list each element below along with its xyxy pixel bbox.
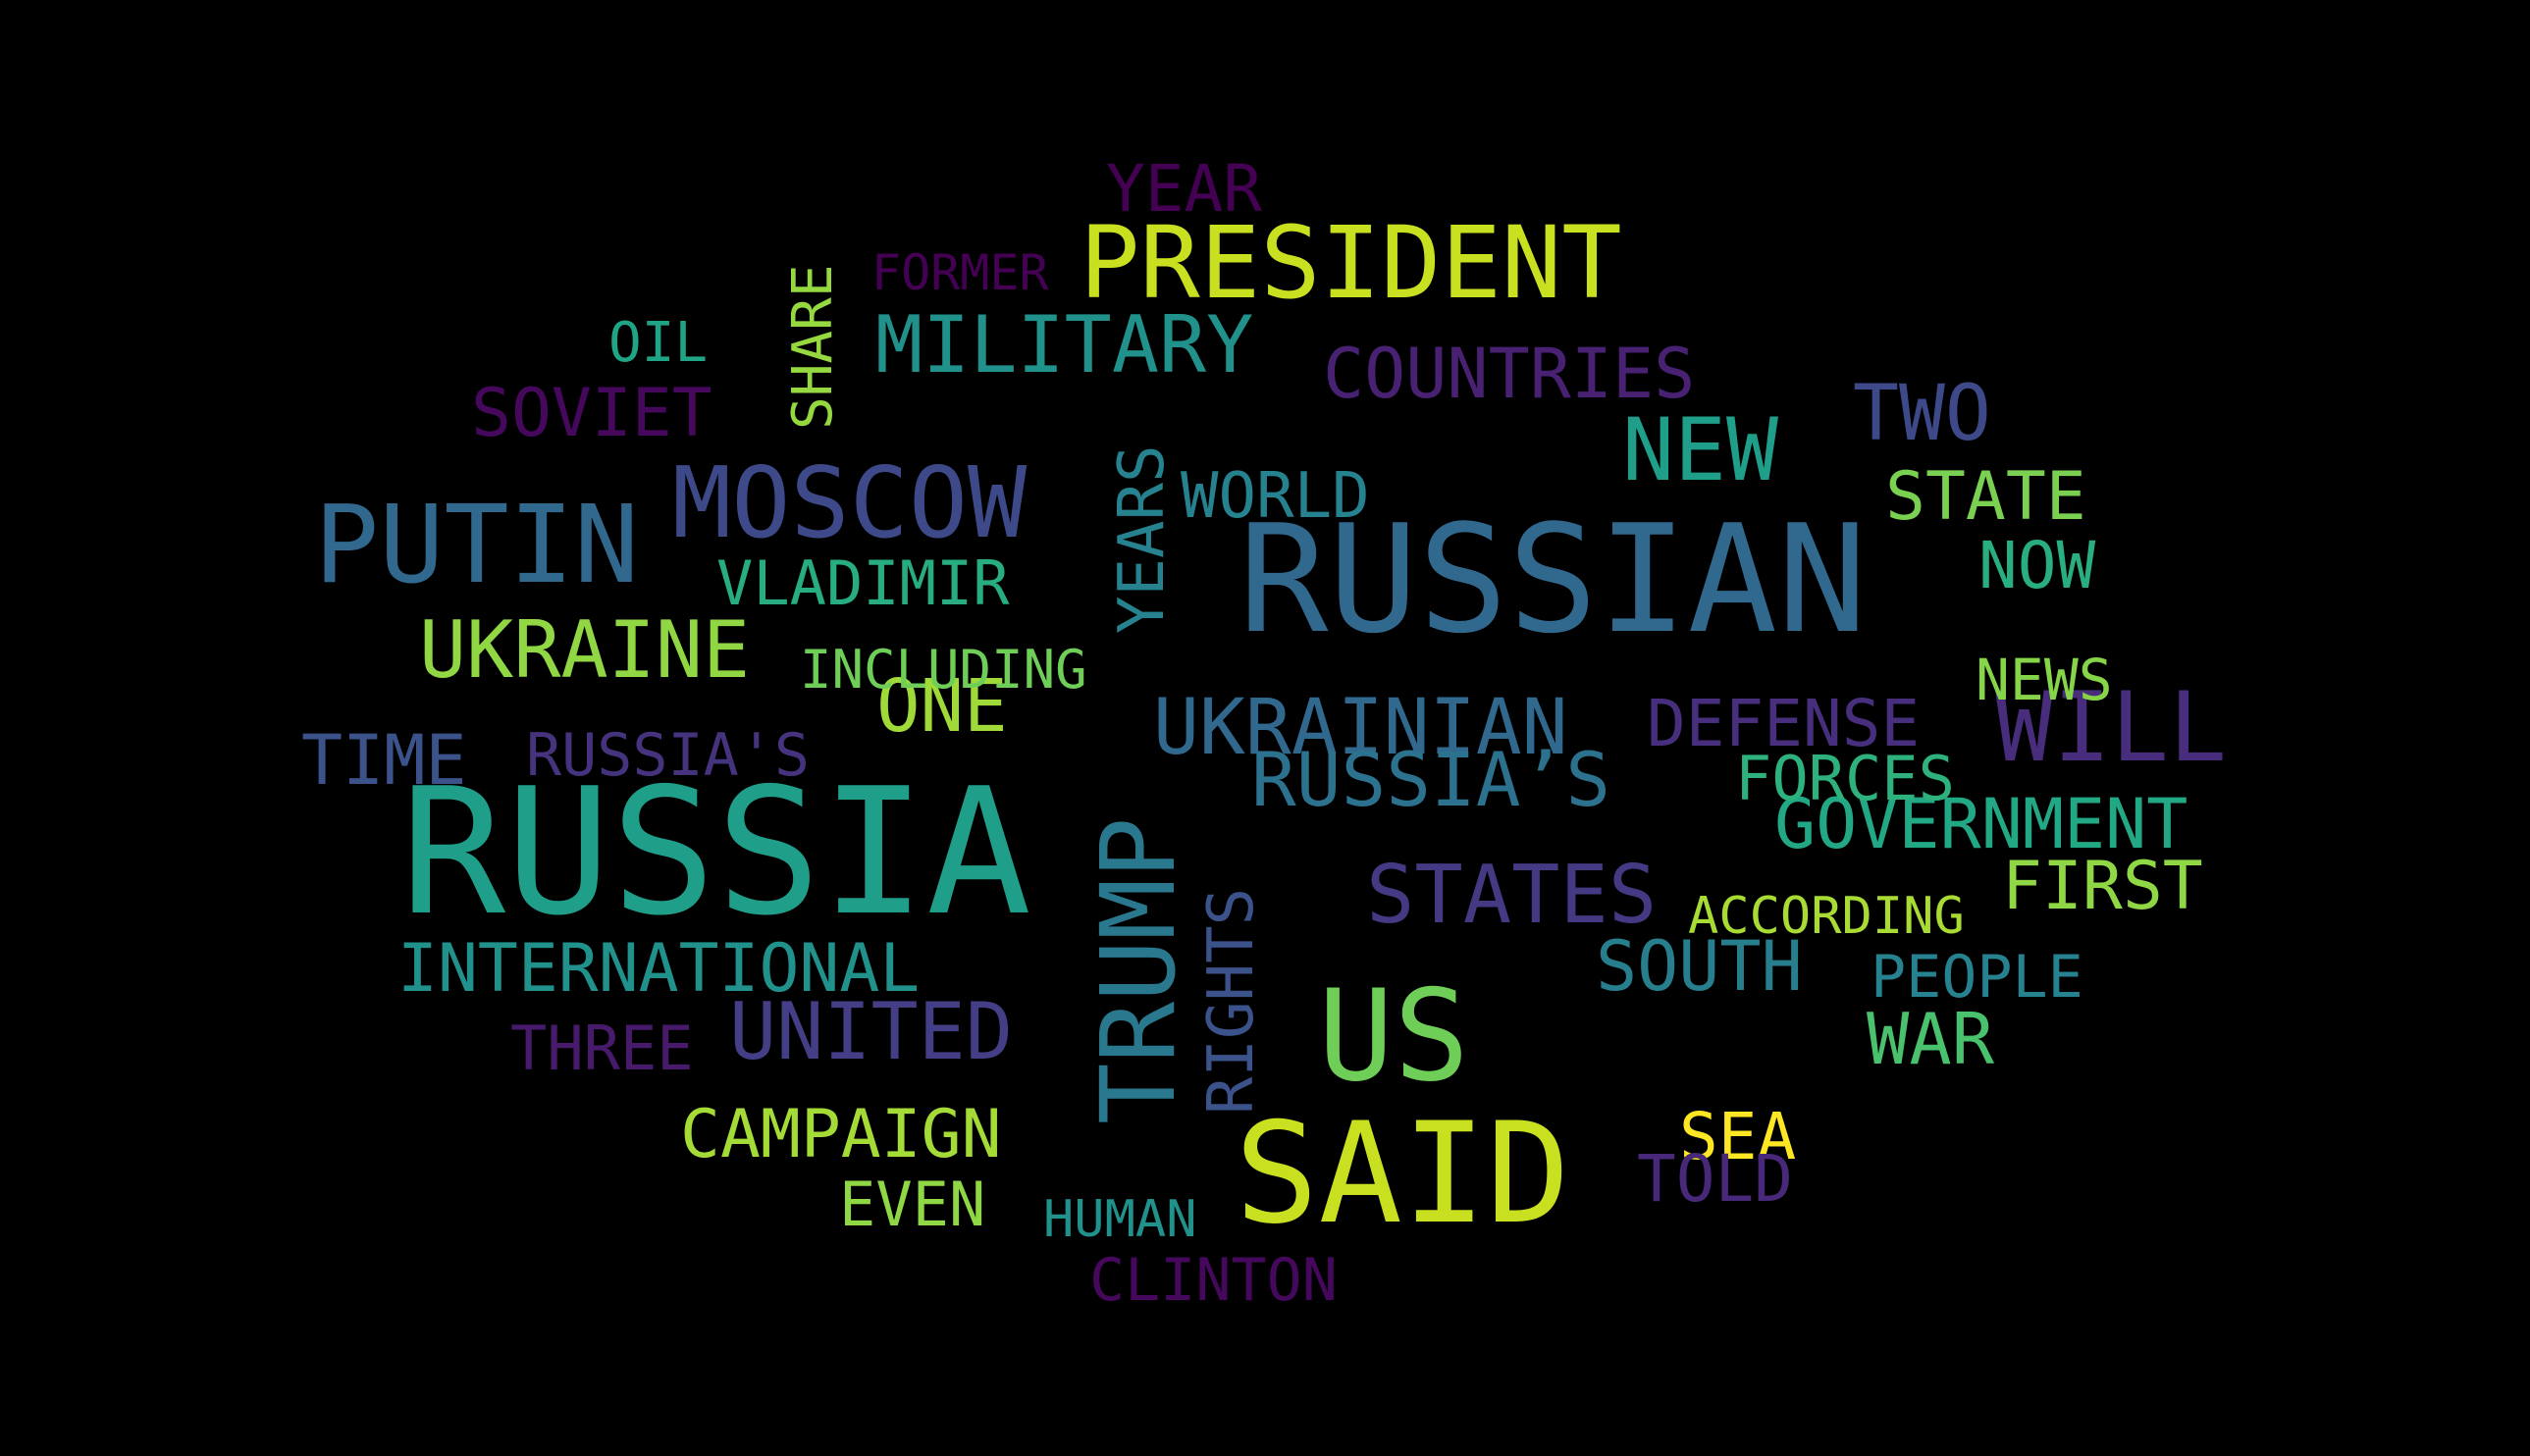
word-rights: RIGHTS (1195, 887, 1268, 1115)
word-will: WILL (1995, 672, 2228, 784)
word-government: GOVERNMENT (1774, 784, 2188, 864)
word-military: MILITARY (875, 299, 1254, 390)
word-trump: TRUMP (1079, 816, 1198, 1124)
word-states: STATES (1366, 849, 1658, 942)
word-now: NOW (1978, 528, 2096, 603)
word-soviet: SOVIET (471, 375, 712, 452)
word-vladimir: VLADIMIR (716, 547, 1010, 619)
word-sea: SEA (1679, 1099, 1797, 1174)
word-new: NEW (1622, 399, 1778, 500)
word-years: YEARS (1106, 444, 1179, 634)
word-human: HUMAN (1043, 1190, 1197, 1249)
word-countries: COUNTRIES (1323, 334, 1696, 414)
word-according: ACCORDING (1688, 887, 1965, 946)
word-ukraine: UKRAINE (419, 604, 751, 696)
word-us: US (1318, 963, 1470, 1110)
word-news: NEWS (1976, 647, 2113, 713)
word-former: FORMER (871, 244, 1049, 301)
word-three: THREE (510, 1013, 694, 1084)
word-russian: RUSSIAN (1239, 493, 1868, 666)
word-even: EVEN (839, 1169, 986, 1240)
word-russia: RUSSIA (400, 751, 1031, 954)
word-told: TOLD (1637, 1141, 1793, 1217)
word-year: YEAR (1106, 151, 1262, 227)
word-war: WAR (1867, 998, 1995, 1080)
word-including: INCLUDING (800, 639, 1087, 701)
word-oil: OIL (608, 311, 709, 375)
word-world: WORLD (1181, 460, 1370, 533)
word-ukrainian: UKRAINIAN (1153, 684, 1568, 772)
word-people: PEOPLE (1871, 943, 2083, 1012)
word-share: SHARE (781, 264, 845, 430)
word-clinton: CLINTON (1089, 1246, 1338, 1315)
word-south: SOUTH (1596, 926, 1803, 1007)
word-moscow: MOSCOW (672, 445, 1028, 560)
word-state: STATE (1885, 458, 2086, 536)
word-russia-s: RUSSIA’S (1251, 736, 1611, 823)
word-campaign: CAMPAIGN (680, 1096, 1002, 1173)
word-international: INTERNATIONAL (397, 930, 921, 1008)
word-putin: PUTIN (314, 482, 640, 607)
word-time: TIME (301, 720, 467, 801)
word-russia-s: RUSSIA'S (526, 721, 810, 790)
word-two: TWO (1853, 370, 1991, 458)
word-president: PRESIDENT (1080, 205, 1622, 322)
word-said: SAID (1235, 1093, 1570, 1255)
word-one: ONE (876, 664, 1008, 749)
word-defense: DEFENSE (1647, 686, 1921, 761)
word-first: FIRST (2002, 848, 2203, 925)
word-forces: FORCES (1735, 743, 1955, 814)
word-united: UNITED (729, 986, 1013, 1077)
